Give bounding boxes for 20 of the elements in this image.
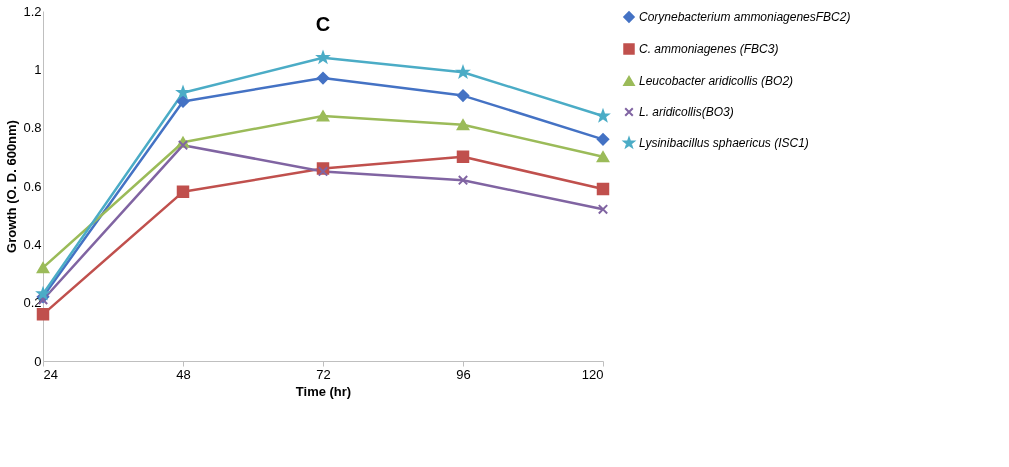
y-tick-label: 0.6 [23,178,42,194]
y-axis-title: Growth (O. D. 600nm) [4,120,20,253]
y-tick-label: 0.2 [23,295,42,311]
legend-label: C. ammoniagenes (FBC3) [639,42,779,56]
x-tick-label: 120 [581,366,604,382]
legend-label: Corynebacterium ammoniagenesFBC2) [639,10,851,24]
y-tick-label: 0.4 [23,236,42,252]
y-tick-label: 0.8 [23,120,42,136]
x-tick-label: 72 [316,366,331,382]
x-tick-label: 48 [176,366,191,382]
legend-label: L. aridicollis(BO3) [639,105,734,119]
x-tick-label: 24 [43,366,58,382]
legend-label: Lysinibacillus sphaericus (ISC1) [639,136,809,150]
x-axis-title: Time (hr) [295,383,352,399]
legend-label: Leucobacter aridicollis (BO2) [639,74,794,88]
chart-title: C [315,13,331,35]
y-tick-label: 1 [34,61,42,77]
y-tick-label: 1.2 [23,3,42,19]
y-tick-label: 0 [34,353,42,369]
x-tick-label: 96 [456,366,471,382]
